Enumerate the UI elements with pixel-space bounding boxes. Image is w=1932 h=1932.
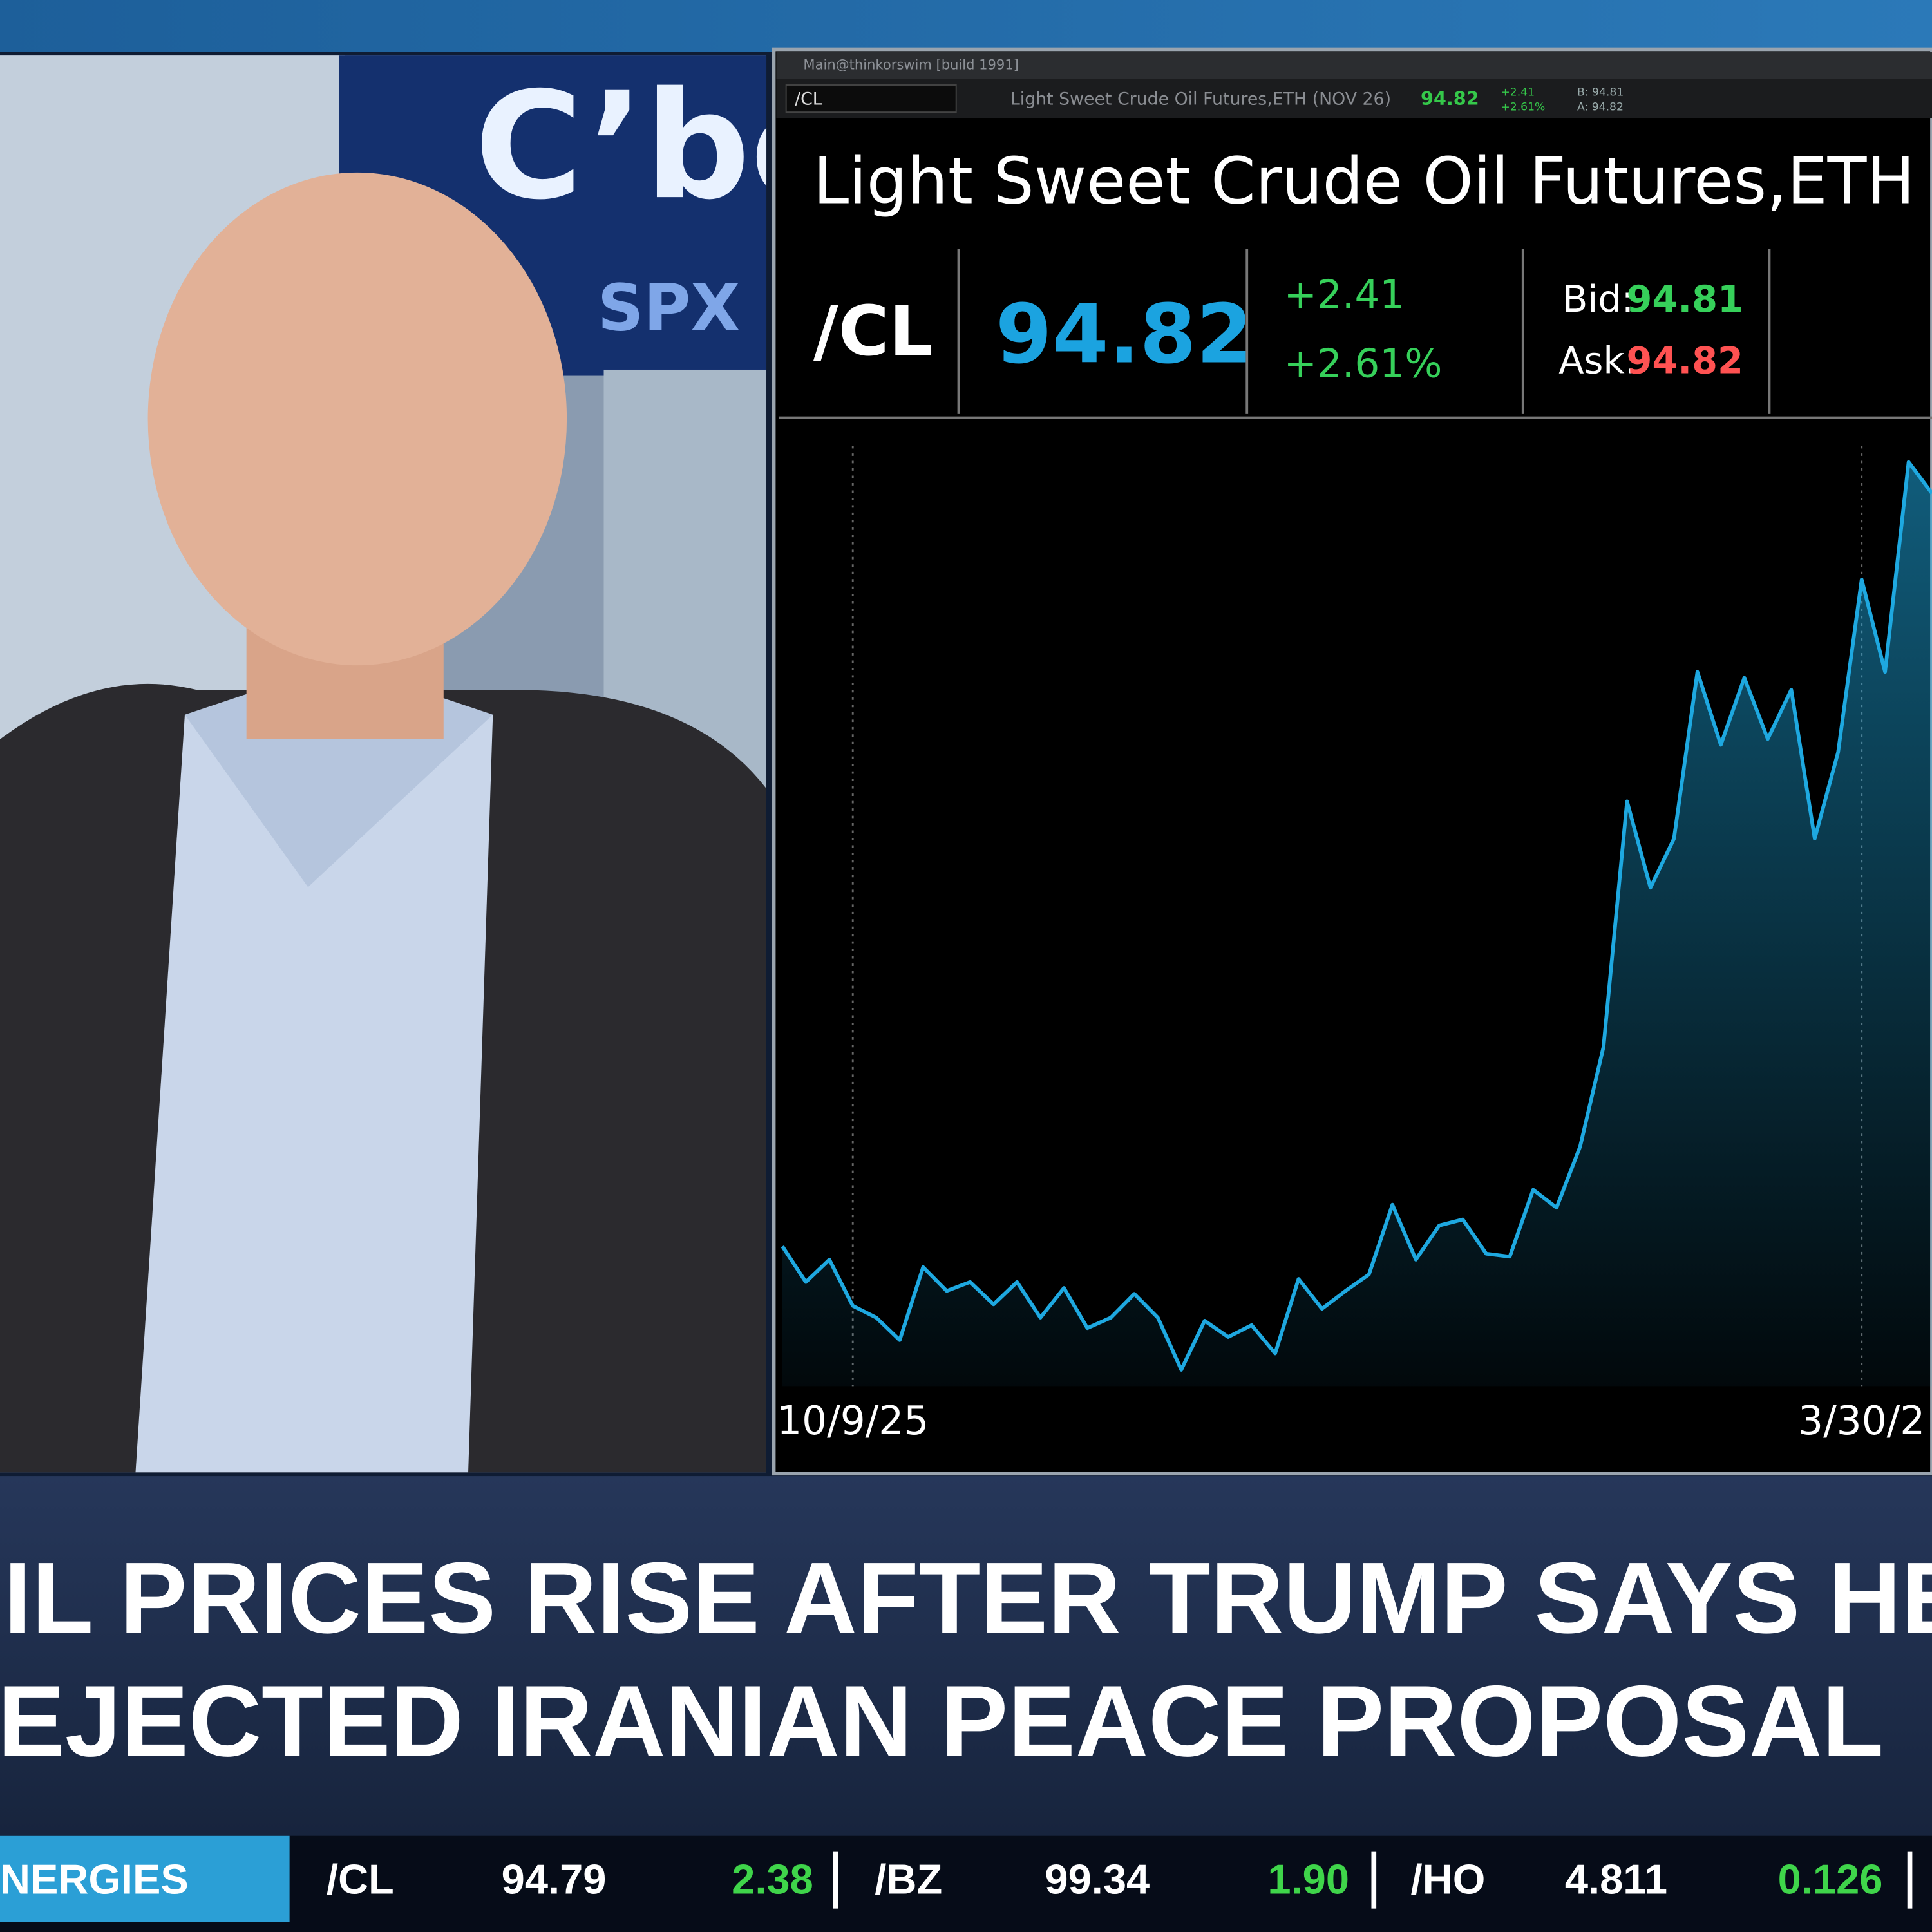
ticker-symbol: /BZ bbox=[875, 1856, 942, 1903]
ticker-divider bbox=[1907, 1852, 1913, 1909]
shirt bbox=[135, 714, 493, 1473]
ticker-section-label: NERGIES bbox=[0, 1856, 189, 1903]
bid-label: Bid: bbox=[1562, 278, 1634, 321]
symbol-box[interactable] bbox=[785, 84, 957, 113]
ticker-change: 2.38 bbox=[732, 1856, 813, 1903]
headline-line: IL PRICES RISE AFTER TRUMP SAYS HE bbox=[4, 1542, 1932, 1654]
instrument-name: Light Sweet Crude Oil Futures,ETH bbox=[813, 145, 1915, 219]
top-bar bbox=[0, 0, 1932, 52]
ticker-section bbox=[0, 1835, 290, 1922]
header-separators bbox=[779, 249, 1932, 419]
toolbar bbox=[776, 79, 1932, 118]
toolbar-change: +2.41 bbox=[1501, 86, 1535, 99]
title-bar bbox=[776, 52, 1932, 79]
ticker-bar bbox=[0, 1835, 1932, 1932]
quote-change: +2.41 bbox=[1284, 272, 1405, 317]
headline-line: EJECTED IRANIAN PEACE PROPOSAL bbox=[0, 1665, 1884, 1777]
window-title: Main@thinkorswim [build 1991] bbox=[803, 56, 1018, 72]
ticker-last: 94.79 bbox=[502, 1856, 607, 1903]
ticker-change: 0.126 bbox=[1778, 1856, 1883, 1903]
x-tick-label: 10/9/25 bbox=[777, 1398, 929, 1444]
ticker-divider bbox=[833, 1852, 838, 1909]
head bbox=[147, 172, 567, 666]
ticker-symbol: /CL bbox=[327, 1856, 394, 1903]
price-area bbox=[782, 462, 1932, 1387]
description: Light Sweet Crude Oil Futures,ETH (NOV 2… bbox=[1010, 89, 1391, 109]
logo: C’bo bbox=[475, 61, 852, 232]
quote-last: 94.82 bbox=[996, 287, 1253, 381]
ask-value: 94.82 bbox=[1627, 339, 1743, 383]
toolbar-ask: A: 94.82 bbox=[1577, 100, 1624, 113]
ask-label: Ask: bbox=[1558, 339, 1637, 383]
quote-change-pct: +2.61% bbox=[1284, 341, 1443, 386]
ticker-items: /CL 94.79 2.38/BZ 99.34 1.90/HO 4.811 0.126 bbox=[327, 1852, 1913, 1909]
price-line bbox=[781, 460, 1932, 1372]
x-tick-label: 3/30/2 bbox=[1798, 1398, 1925, 1444]
ticker-last: 99.34 bbox=[1045, 1856, 1150, 1903]
ticker-symbol: /HO bbox=[1411, 1856, 1486, 1903]
headline-band bbox=[0, 1476, 1932, 1836]
toolbar-change-pct: +2.61% bbox=[1501, 100, 1545, 113]
bid-value: 94.81 bbox=[1627, 278, 1743, 321]
price-chart: 10/9/25 3/30/2 bbox=[777, 446, 1932, 1444]
toolbar-bid: B: 94.81 bbox=[1577, 86, 1624, 99]
toolbar-last: 94.82 bbox=[1421, 88, 1479, 109]
ticker-divider bbox=[1371, 1852, 1377, 1909]
banner-text: SPX bbox=[598, 272, 740, 346]
video-feed: C’bo SPX bbox=[0, 55, 852, 1473]
quote-symbol: /CL bbox=[813, 292, 933, 372]
symbol-box-text: /CL bbox=[795, 89, 822, 109]
ticker-last: 4.811 bbox=[1565, 1856, 1667, 1903]
ticker-change: 1.90 bbox=[1267, 1856, 1349, 1903]
